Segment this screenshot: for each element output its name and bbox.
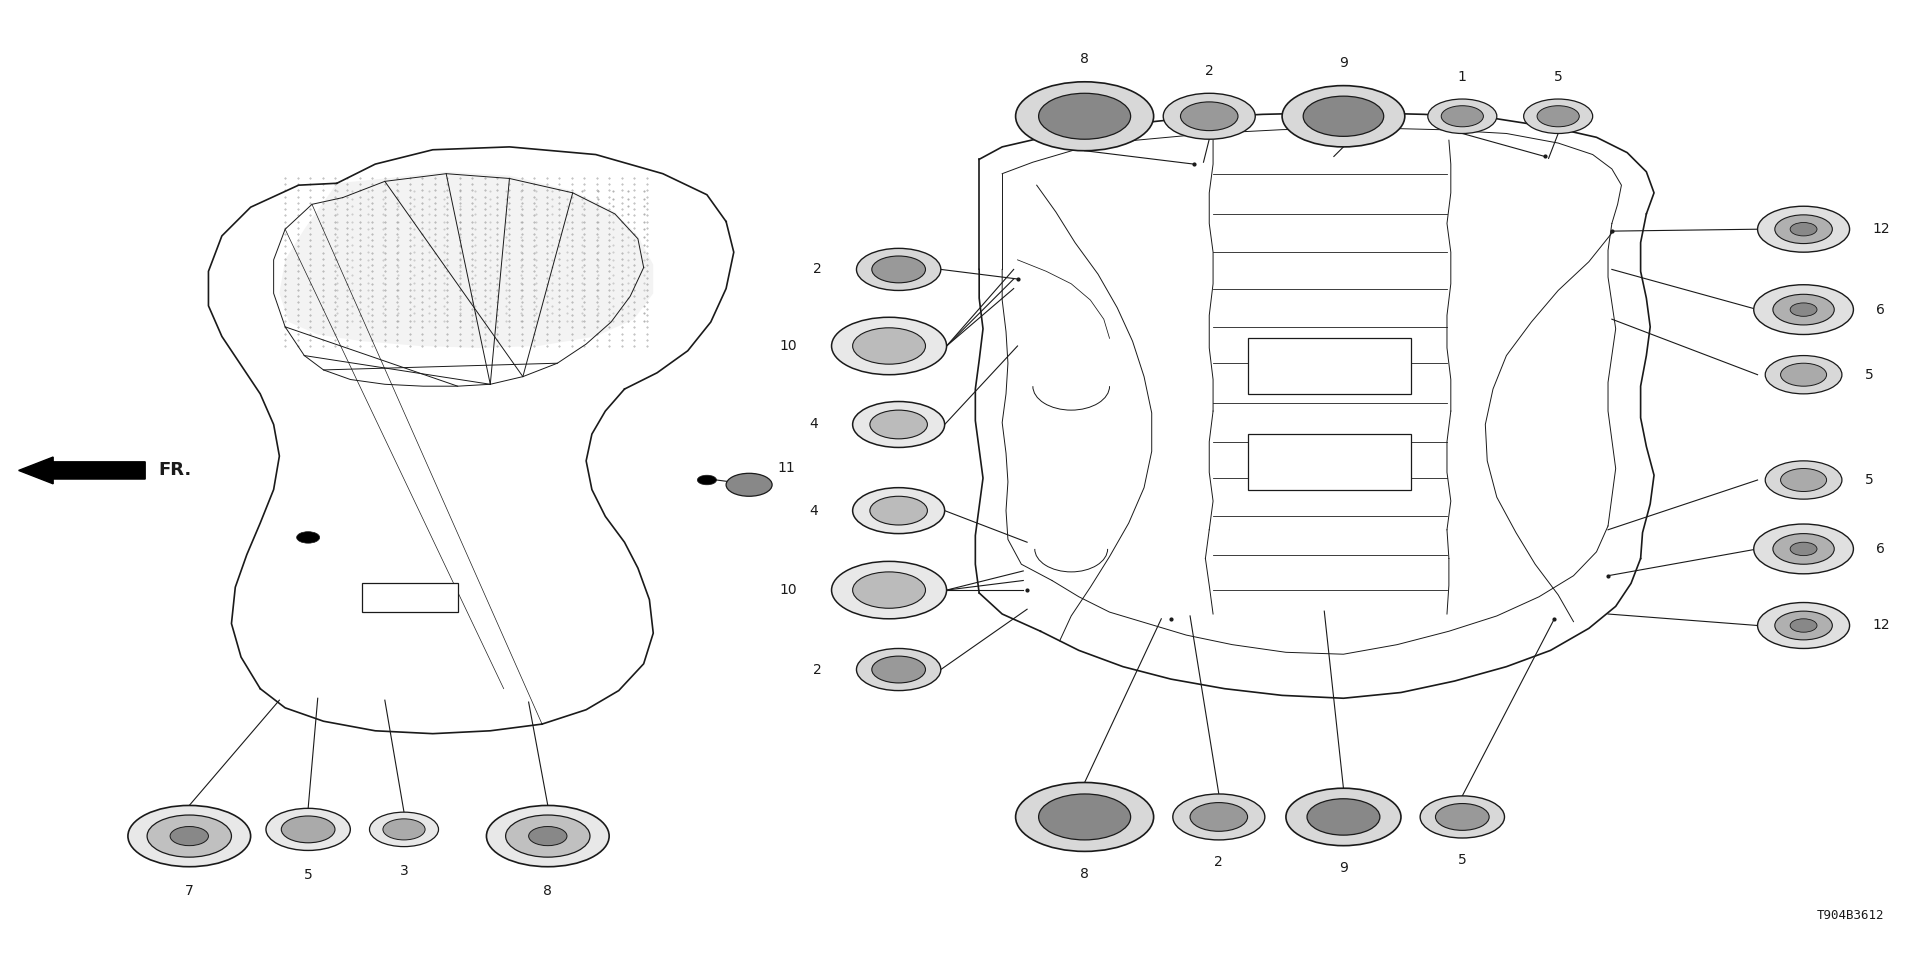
Circle shape xyxy=(1764,355,1841,394)
Circle shape xyxy=(1286,788,1402,846)
Circle shape xyxy=(505,815,589,857)
Circle shape xyxy=(1789,223,1816,236)
Circle shape xyxy=(267,808,349,851)
Text: 8: 8 xyxy=(1081,53,1089,66)
Text: 5: 5 xyxy=(1864,473,1874,487)
Circle shape xyxy=(1039,794,1131,840)
Text: 5: 5 xyxy=(1457,853,1467,867)
Circle shape xyxy=(1780,363,1826,386)
Circle shape xyxy=(1428,99,1498,133)
Circle shape xyxy=(1524,99,1594,133)
Text: 5: 5 xyxy=(303,868,313,881)
Text: T904B3612: T904B3612 xyxy=(1816,909,1884,923)
Text: 12: 12 xyxy=(1872,618,1889,633)
Text: 8: 8 xyxy=(1081,867,1089,880)
Circle shape xyxy=(1304,96,1384,136)
FancyBboxPatch shape xyxy=(361,584,457,612)
FancyBboxPatch shape xyxy=(1248,338,1411,394)
Text: FR.: FR. xyxy=(159,462,192,479)
FancyBboxPatch shape xyxy=(1248,434,1411,490)
Text: 6: 6 xyxy=(1876,302,1885,317)
Circle shape xyxy=(831,317,947,374)
Circle shape xyxy=(1016,82,1154,151)
Circle shape xyxy=(697,475,716,485)
Text: 8: 8 xyxy=(543,884,553,898)
Circle shape xyxy=(726,473,772,496)
Circle shape xyxy=(1016,782,1154,852)
Circle shape xyxy=(856,249,941,291)
Text: 9: 9 xyxy=(1338,57,1348,70)
Circle shape xyxy=(852,401,945,447)
Text: 7: 7 xyxy=(184,884,194,898)
Circle shape xyxy=(171,827,209,846)
Text: 10: 10 xyxy=(780,583,797,597)
Text: 2: 2 xyxy=(814,262,822,276)
Circle shape xyxy=(1772,295,1834,324)
Circle shape xyxy=(382,819,424,840)
Circle shape xyxy=(1283,85,1405,147)
Text: 11: 11 xyxy=(778,461,795,475)
Circle shape xyxy=(1753,285,1853,334)
Text: 5: 5 xyxy=(1864,368,1874,382)
Text: 5: 5 xyxy=(1553,70,1563,84)
Circle shape xyxy=(870,496,927,525)
Circle shape xyxy=(831,562,947,619)
Polygon shape xyxy=(280,172,653,348)
Circle shape xyxy=(1789,303,1816,316)
Circle shape xyxy=(1780,468,1826,492)
Circle shape xyxy=(1164,93,1256,139)
Circle shape xyxy=(1442,106,1484,127)
Circle shape xyxy=(1039,93,1131,139)
Circle shape xyxy=(1190,803,1248,831)
Circle shape xyxy=(1757,603,1849,648)
Circle shape xyxy=(872,656,925,683)
Text: 9: 9 xyxy=(1338,861,1348,875)
Circle shape xyxy=(1421,796,1505,838)
Text: 10: 10 xyxy=(780,339,797,353)
Circle shape xyxy=(129,805,252,867)
Circle shape xyxy=(1789,542,1816,556)
Circle shape xyxy=(1774,612,1832,640)
Circle shape xyxy=(282,816,334,843)
Circle shape xyxy=(1757,206,1849,252)
Text: 2: 2 xyxy=(814,662,822,677)
Circle shape xyxy=(298,532,319,543)
Circle shape xyxy=(852,488,945,534)
FancyArrow shape xyxy=(19,457,146,484)
Circle shape xyxy=(1774,215,1832,244)
Text: 3: 3 xyxy=(399,864,409,877)
Circle shape xyxy=(852,572,925,609)
Circle shape xyxy=(1538,106,1580,127)
Circle shape xyxy=(870,410,927,439)
Circle shape xyxy=(872,256,925,283)
Circle shape xyxy=(1436,804,1490,830)
Text: 4: 4 xyxy=(810,418,818,431)
Text: 2: 2 xyxy=(1206,64,1213,78)
Circle shape xyxy=(148,815,232,857)
Circle shape xyxy=(486,805,609,867)
Circle shape xyxy=(1173,794,1265,840)
Text: 12: 12 xyxy=(1872,222,1889,236)
Circle shape xyxy=(1789,619,1816,633)
Circle shape xyxy=(852,327,925,364)
Circle shape xyxy=(1308,799,1380,835)
Circle shape xyxy=(528,827,566,846)
Circle shape xyxy=(369,812,438,847)
Text: 6: 6 xyxy=(1876,541,1885,556)
Text: 2: 2 xyxy=(1215,855,1223,869)
Text: 4: 4 xyxy=(810,504,818,517)
Circle shape xyxy=(856,648,941,690)
Circle shape xyxy=(1753,524,1853,574)
Circle shape xyxy=(1181,102,1238,131)
Circle shape xyxy=(1772,534,1834,564)
Circle shape xyxy=(1764,461,1841,499)
Text: 1: 1 xyxy=(1457,70,1467,84)
